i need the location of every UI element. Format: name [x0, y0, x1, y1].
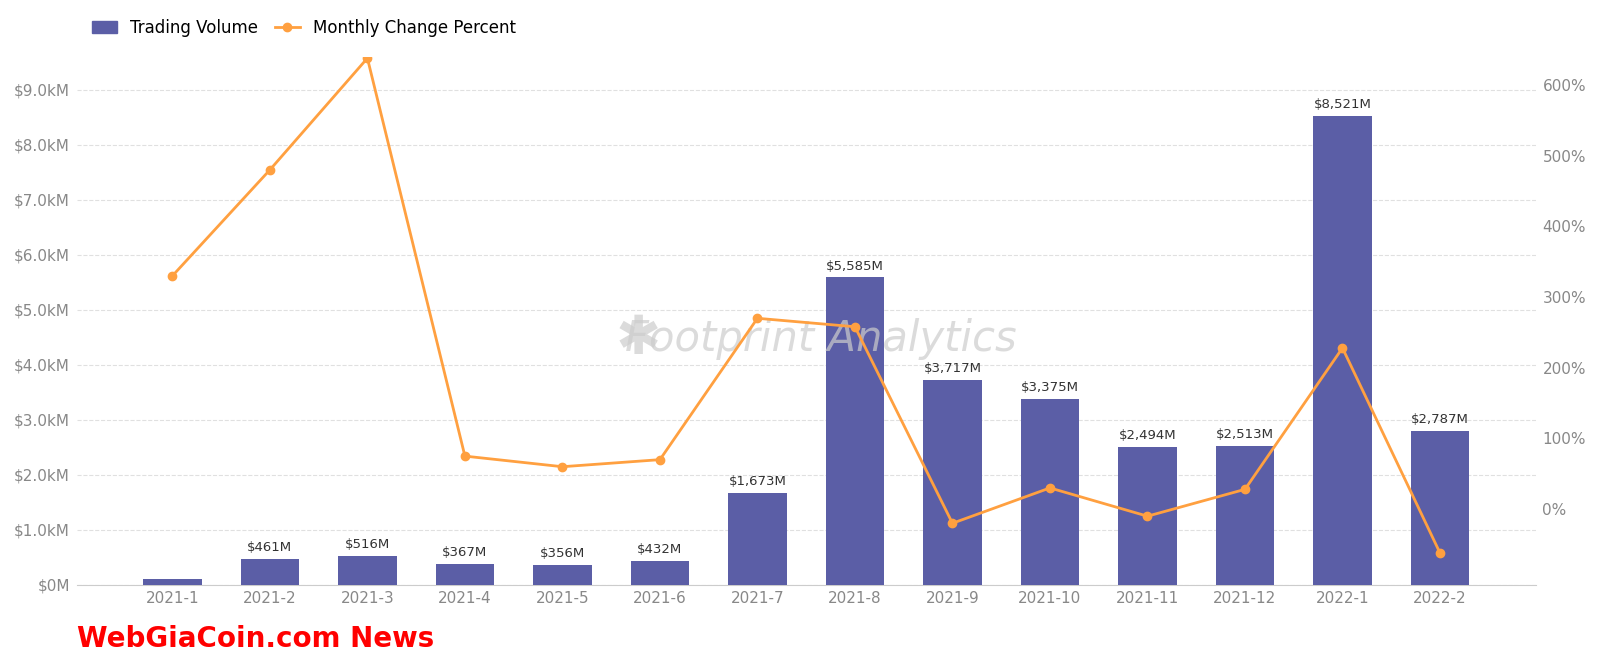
Bar [1118, 448, 1176, 585]
Text: $2,494M: $2,494M [1118, 430, 1176, 442]
Text: $461M: $461M [248, 541, 293, 554]
Text: $367M: $367M [442, 547, 488, 559]
Bar [338, 556, 397, 585]
Bar [1411, 432, 1469, 585]
Bar [240, 559, 299, 585]
Text: $5,585M: $5,585M [826, 259, 883, 273]
Text: $8,521M: $8,521M [1314, 98, 1371, 111]
Bar [826, 277, 885, 585]
Legend: Trading Volume, Monthly Change Percent: Trading Volume, Monthly Change Percent [85, 13, 523, 44]
Text: Footprint Analytics: Footprint Analytics [626, 318, 1016, 360]
Text: $356M: $356M [539, 547, 586, 560]
Bar [142, 579, 202, 585]
Bar [533, 565, 592, 585]
Bar [630, 561, 690, 585]
Text: $3,717M: $3,717M [923, 362, 981, 375]
Bar [728, 493, 787, 585]
Text: $2,513M: $2,513M [1216, 428, 1274, 442]
Text: $432M: $432M [637, 543, 683, 556]
Text: $1,673M: $1,673M [728, 475, 786, 487]
Text: WebGiaCoin.com News: WebGiaCoin.com News [77, 625, 434, 653]
Bar [1314, 116, 1371, 585]
Text: $3,375M: $3,375M [1021, 381, 1078, 394]
Text: $2,787M: $2,787M [1411, 414, 1469, 426]
Bar [923, 380, 982, 585]
Text: $516M: $516M [344, 538, 390, 551]
Bar [435, 565, 494, 585]
Text: ✱: ✱ [616, 313, 661, 365]
Bar [1021, 399, 1080, 585]
Bar [1216, 446, 1274, 585]
